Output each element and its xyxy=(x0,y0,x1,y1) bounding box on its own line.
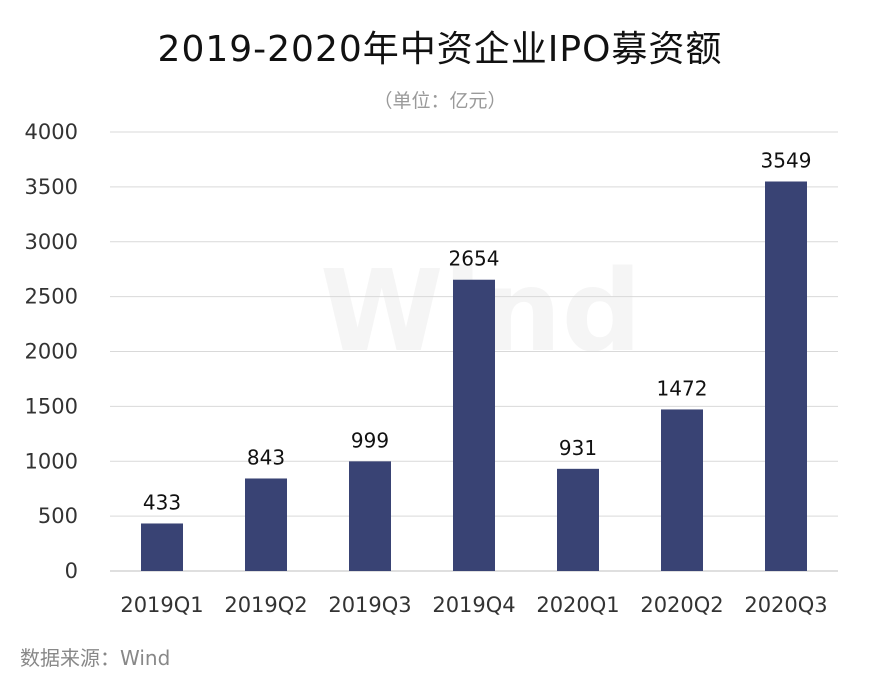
data-label: 1472 xyxy=(657,376,708,400)
chart-subtitle: （单位：亿元） xyxy=(373,90,507,112)
x-tick-label: 2020Q3 xyxy=(744,593,827,617)
bar xyxy=(453,279,495,571)
y-tick-label: 2000 xyxy=(25,340,78,364)
bar xyxy=(557,468,599,571)
bar xyxy=(349,461,391,571)
data-label: 3549 xyxy=(761,148,812,172)
data-label: 999 xyxy=(351,428,389,452)
x-tick-label: 2019Q2 xyxy=(224,593,307,617)
bar xyxy=(765,181,807,571)
x-tick-label: 2020Q1 xyxy=(536,593,619,617)
data-label: 931 xyxy=(559,436,597,460)
x-tick-label: 2019Q3 xyxy=(328,593,411,617)
y-tick-label: 4000 xyxy=(25,120,78,144)
y-tick-label: 1000 xyxy=(25,449,78,473)
x-tick-label: 2019Q1 xyxy=(120,593,203,617)
y-tick-label: 3000 xyxy=(25,230,78,254)
bar xyxy=(141,523,183,571)
data-label: 843 xyxy=(247,445,285,469)
chart-title: 2019-2020年中资企业IPO募资额 xyxy=(157,29,723,70)
bar xyxy=(245,478,287,571)
data-label: 2654 xyxy=(449,247,500,271)
y-tick-label: 0 xyxy=(65,559,78,583)
bar xyxy=(661,409,703,571)
data-label: 433 xyxy=(143,490,181,514)
y-tick-label: 2500 xyxy=(25,285,78,309)
y-tick-label: 1500 xyxy=(25,394,78,418)
y-tick-label: 500 xyxy=(38,504,78,528)
x-tick-label: 2019Q4 xyxy=(432,593,515,617)
x-tick-label: 2020Q2 xyxy=(640,593,723,617)
y-tick-label: 3500 xyxy=(25,175,78,199)
source-note: 数据来源：Wind xyxy=(20,646,171,670)
